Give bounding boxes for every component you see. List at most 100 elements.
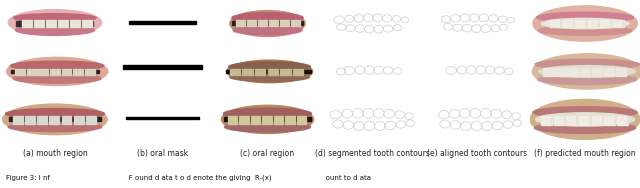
Text: (b) oral mask: (b) oral mask [137,149,188,158]
Bar [236,20,245,26]
Bar [50,69,60,75]
Ellipse shape [537,12,634,23]
Ellipse shape [17,17,93,32]
Bar [70,20,80,27]
Bar [554,116,564,125]
Bar [550,20,561,27]
Ellipse shape [536,113,634,126]
Bar [541,116,552,125]
Bar [73,69,83,75]
Bar [123,65,202,69]
Ellipse shape [227,60,312,83]
Bar [22,20,32,27]
Bar [38,69,49,75]
Ellipse shape [10,61,104,70]
Bar [556,68,566,76]
Ellipse shape [125,118,200,132]
Bar [226,70,312,73]
Ellipse shape [8,10,102,36]
Ellipse shape [233,25,302,35]
Bar [613,20,624,27]
Bar [292,69,303,75]
Bar [17,21,93,26]
Ellipse shape [15,25,95,35]
Bar [13,116,23,124]
Bar [232,21,303,25]
Bar [616,68,627,76]
Bar [274,116,284,124]
Ellipse shape [533,107,637,118]
Ellipse shape [13,74,101,83]
Bar [588,20,599,27]
Bar [579,116,590,125]
Bar [84,69,95,75]
Bar [580,68,590,76]
Bar [58,20,68,27]
Ellipse shape [225,122,310,132]
Ellipse shape [158,111,198,125]
Bar [268,69,278,75]
Ellipse shape [538,26,632,35]
Text: (c) oral region: (c) oral region [241,149,294,158]
Bar [617,116,628,125]
Ellipse shape [541,18,629,29]
Bar [280,69,291,75]
Bar [280,20,289,26]
Bar [61,69,72,75]
Text: (a) mouth region: (a) mouth region [22,149,87,158]
Ellipse shape [530,99,640,139]
Bar [285,116,295,124]
Bar [291,20,300,26]
Ellipse shape [6,57,108,86]
Bar [9,117,101,121]
Bar [600,20,611,27]
Bar [568,68,578,76]
Bar [37,116,47,124]
Bar [563,20,573,27]
Bar [34,20,44,27]
Ellipse shape [6,108,104,119]
Ellipse shape [13,14,96,22]
Bar [129,21,196,24]
Bar [86,116,95,124]
Bar [228,116,237,124]
Text: Figure 3: I nf                                   F ound d ata t o d enote the gi: Figure 3: I nf F ound d ata t o d enote … [6,174,371,181]
Ellipse shape [134,14,191,26]
Bar [27,69,37,75]
Bar [230,69,240,75]
Ellipse shape [130,12,164,25]
Bar [247,20,256,26]
Ellipse shape [221,105,314,133]
Bar [25,116,35,124]
Bar [74,116,83,124]
Bar [15,69,25,75]
Bar [297,116,306,124]
Text: (d) segmented tooth contours: (d) segmented tooth contours [315,149,430,158]
Bar [604,116,615,125]
Ellipse shape [232,13,303,23]
Ellipse shape [539,66,636,77]
Ellipse shape [533,6,637,41]
Bar [591,68,602,76]
Ellipse shape [230,73,309,81]
Bar [83,20,92,27]
Ellipse shape [127,111,167,125]
Bar [49,116,60,124]
Ellipse shape [532,54,640,89]
Ellipse shape [161,12,195,25]
Bar [591,116,603,125]
Bar [566,116,577,125]
Bar [255,69,266,75]
Bar [243,69,253,75]
Ellipse shape [8,122,102,132]
Bar [251,116,260,124]
Bar [258,20,267,26]
Text: (f) predicted mouth region: (f) predicted mouth region [534,149,636,158]
Text: (e) aligned tooth contours: (e) aligned tooth contours [428,149,527,158]
Ellipse shape [3,104,107,135]
Ellipse shape [230,11,305,36]
Bar [61,116,72,124]
Bar [604,68,614,76]
Ellipse shape [223,108,312,119]
Bar [543,68,554,76]
